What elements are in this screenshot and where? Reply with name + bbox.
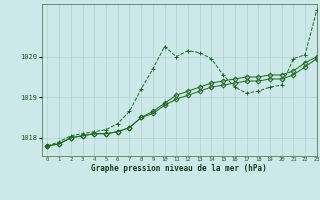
X-axis label: Graphe pression niveau de la mer (hPa): Graphe pression niveau de la mer (hPa)	[91, 164, 267, 173]
